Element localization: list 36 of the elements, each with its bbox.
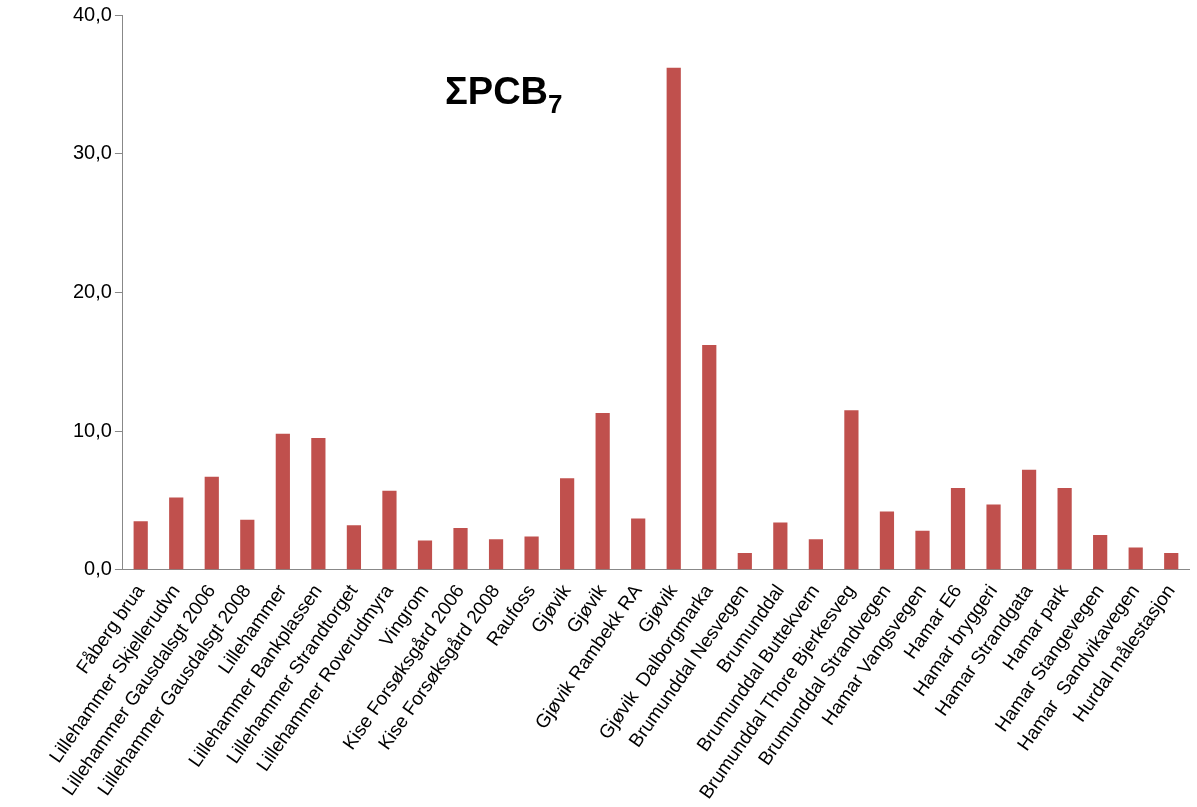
bar (950, 487, 966, 570)
bar (240, 519, 255, 570)
bar (773, 522, 788, 570)
bar (1021, 469, 1037, 570)
bar (275, 433, 290, 570)
bar (879, 511, 895, 570)
bar (986, 504, 1001, 570)
bar (631, 518, 646, 570)
bar (417, 540, 433, 570)
bar (524, 536, 539, 570)
y-tick-label: 40,0 (72, 2, 112, 25)
bar (133, 521, 148, 570)
bar (1164, 553, 1179, 570)
y-tick-label: 20,0 (72, 279, 112, 302)
bar (560, 478, 575, 570)
bar (1128, 547, 1143, 570)
bar (1057, 487, 1072, 570)
y-tick-label: 0,0 (84, 557, 112, 580)
bar (453, 528, 468, 570)
bar (204, 476, 219, 570)
bar (915, 530, 930, 570)
bar (702, 345, 717, 570)
bar (737, 553, 752, 570)
bar (595, 413, 610, 570)
y-tick-label: 30,0 (72, 141, 112, 164)
bar (311, 437, 326, 570)
bar (382, 490, 397, 570)
bar (1093, 535, 1108, 570)
bar (346, 525, 362, 570)
y-tick-label: 10,0 (72, 418, 112, 441)
bar (808, 539, 823, 570)
text: ΣPCB$_{7}$ (445, 70, 563, 120)
bar (844, 410, 859, 570)
bar (169, 497, 184, 570)
bar (666, 67, 681, 570)
bar (488, 539, 504, 570)
